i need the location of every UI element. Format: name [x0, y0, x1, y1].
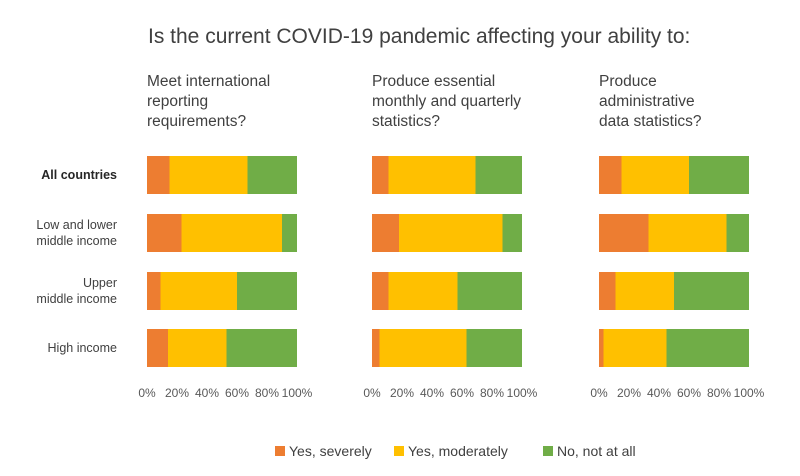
bar-segment [226, 329, 297, 367]
panel-title: statistics? [372, 113, 440, 130]
bar-segment [147, 329, 168, 367]
legend-swatch [543, 446, 553, 456]
bar-segment [147, 156, 170, 194]
x-tick-label: 80% [707, 386, 731, 400]
legend-label: Yes, severely [289, 443, 372, 459]
panel-title: Produce essential [372, 73, 495, 90]
bar-segment [599, 329, 604, 367]
legend-label: No, not at all [557, 443, 636, 459]
bar-segment [621, 156, 689, 194]
bar-segment [666, 329, 749, 367]
row-label: middle income [36, 292, 117, 306]
bar-segment [147, 272, 161, 310]
bar-segment [372, 214, 399, 252]
row-label: Low and lower [36, 218, 117, 232]
bar-segment [169, 156, 248, 194]
panel-title: monthly and quarterly [372, 93, 521, 110]
bar-segment [615, 272, 674, 310]
x-tick-label: 20% [165, 386, 189, 400]
panel-title: reporting [147, 93, 208, 110]
bar-segment [247, 156, 297, 194]
chart-title: Is the current COVID-19 pandemic affecti… [148, 25, 690, 48]
bar-segment [372, 272, 389, 310]
panel-title: requirements? [147, 113, 246, 130]
bar-segment [674, 272, 749, 310]
x-tick-label: 40% [647, 386, 671, 400]
x-tick-label: 80% [255, 386, 279, 400]
x-tick-label: 80% [480, 386, 504, 400]
bar-segment [181, 214, 282, 252]
panel-title: Meet international [147, 73, 270, 90]
x-tick-label: 100% [282, 386, 313, 400]
bar-segment [648, 214, 727, 252]
bar-segment [457, 272, 522, 310]
x-tick-label: 60% [450, 386, 474, 400]
x-tick-label: 40% [195, 386, 219, 400]
x-tick-label: 100% [507, 386, 538, 400]
legend-swatch [275, 446, 285, 456]
x-tick-label: 20% [390, 386, 414, 400]
bar-segment [599, 272, 616, 310]
panel-title: administrative [599, 93, 695, 110]
bar-segment [388, 156, 476, 194]
x-tick-label: 20% [617, 386, 641, 400]
bar-segment [603, 329, 667, 367]
x-tick-label: 100% [734, 386, 765, 400]
bar-segment [475, 156, 522, 194]
row-label: All countries [41, 168, 117, 182]
bar-segment [689, 156, 749, 194]
x-tick-label: 60% [225, 386, 249, 400]
bar-segment [147, 214, 182, 252]
bar-segment [379, 329, 467, 367]
bar-segment [160, 272, 237, 310]
x-tick-label: 60% [677, 386, 701, 400]
x-tick-label: 0% [138, 386, 156, 400]
legend-swatch [394, 446, 404, 456]
bar-segment [399, 214, 503, 252]
panel-title: Produce [599, 73, 657, 90]
x-tick-label: 0% [363, 386, 381, 400]
panel-title: data statistics? [599, 113, 702, 130]
bar-segment [237, 272, 297, 310]
x-tick-label: 40% [420, 386, 444, 400]
x-tick-label: 0% [590, 386, 608, 400]
row-label: Upper [83, 276, 117, 290]
bar-segment [599, 214, 649, 252]
bar-segment [466, 329, 522, 367]
bar-segment [282, 214, 297, 252]
bar-segment [388, 272, 458, 310]
row-label: middle income [36, 234, 117, 248]
bar-segment [168, 329, 227, 367]
row-label: High income [48, 341, 118, 355]
bar-segment [372, 329, 380, 367]
bar-segment [726, 214, 749, 252]
bar-segment [372, 156, 389, 194]
bar-segment [599, 156, 622, 194]
bar-segment [502, 214, 522, 252]
legend-label: Yes, moderately [408, 443, 508, 459]
